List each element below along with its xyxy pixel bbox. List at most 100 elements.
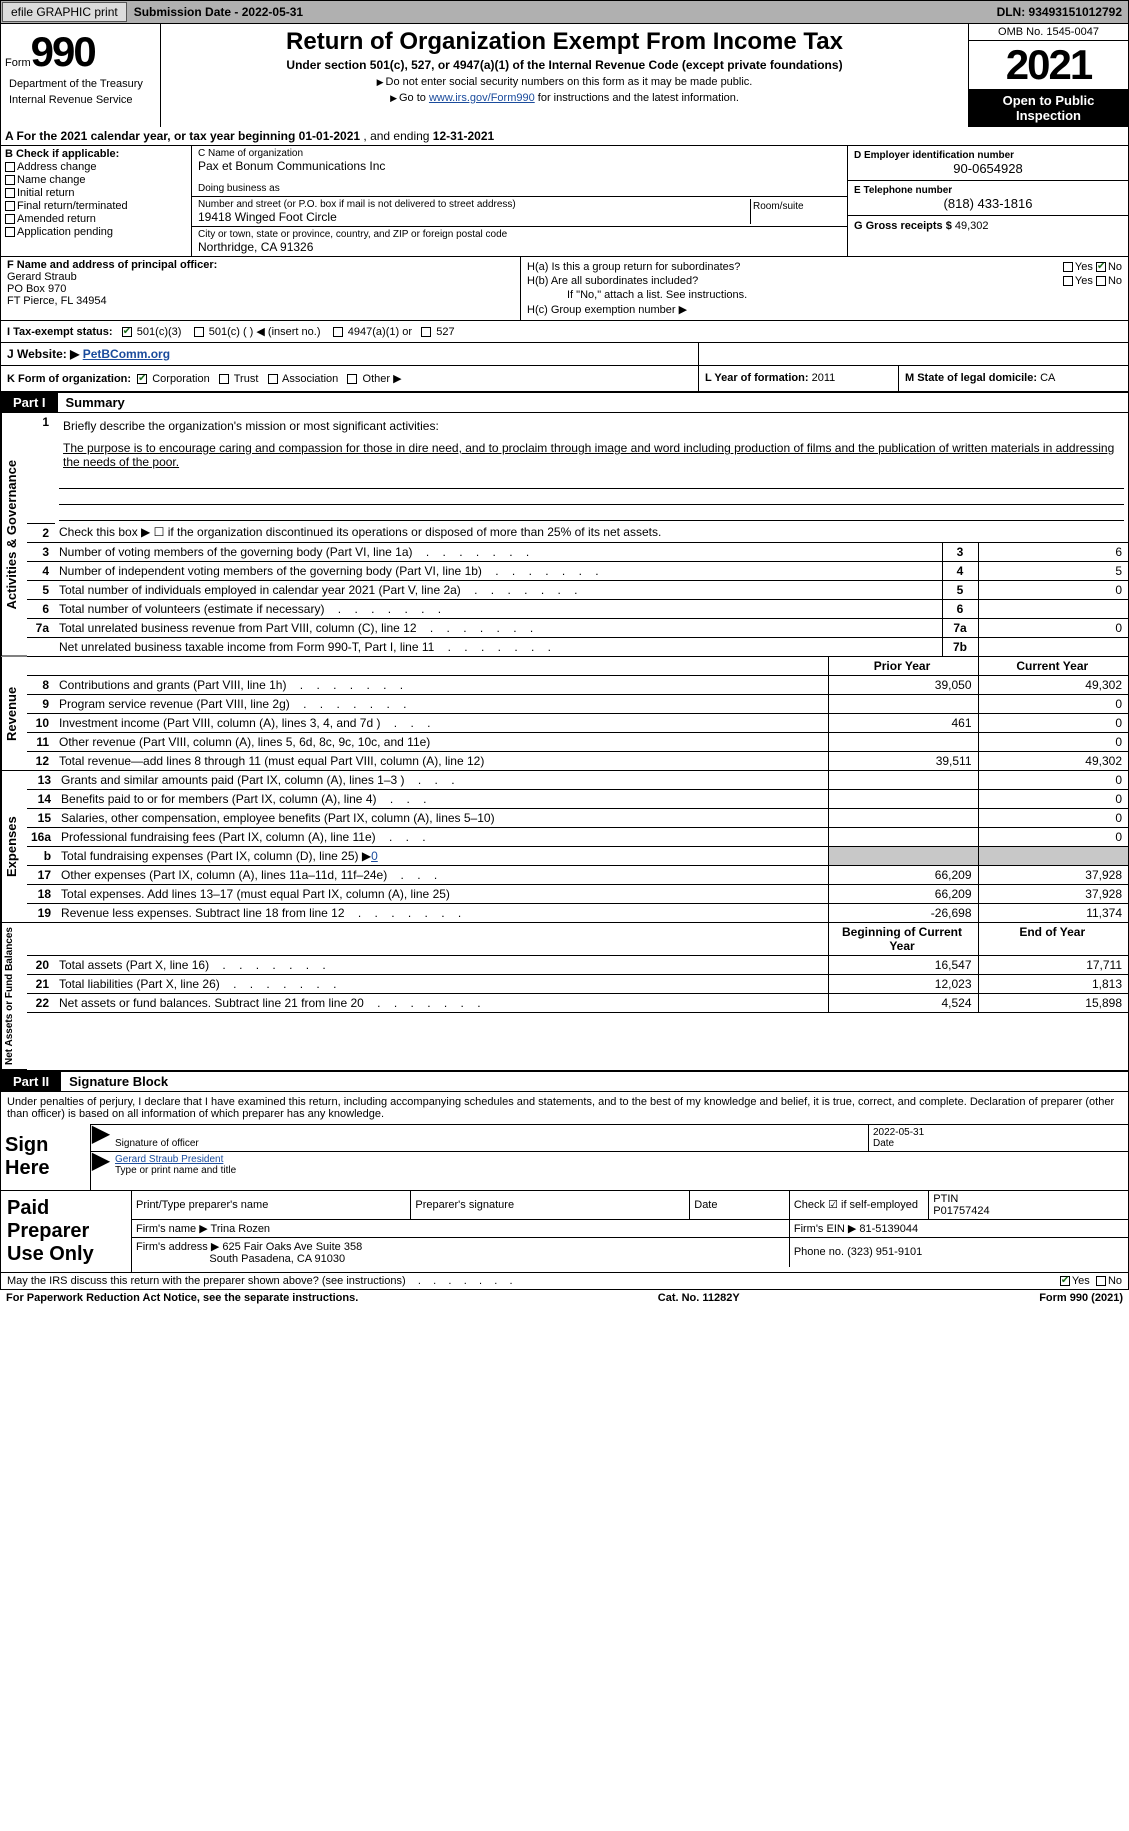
check-501c3[interactable] <box>122 327 132 337</box>
check-trust[interactable] <box>219 374 229 384</box>
ptin-value: P01757424 <box>933 1205 989 1217</box>
tax-exempt-status: I Tax-exempt status: 501(c)(3) 501(c) ( … <box>0 321 1129 343</box>
firm-addr-label: Firm's address ▶ <box>136 1241 219 1253</box>
check-501c[interactable] <box>194 327 204 337</box>
dept-treasury: Department of the Treasury <box>5 76 156 92</box>
row-a-tax-year: A For the 2021 calendar year, or tax yea… <box>0 127 1129 146</box>
c10: 0 <box>978 713 1128 732</box>
officer-name-label: Type or print name and title <box>115 1165 236 1176</box>
check-other[interactable] <box>347 374 357 384</box>
prep-name-label: Print/Type preparer's name <box>136 1199 268 1211</box>
sign-arrow-icon: ▶ <box>91 1152 111 1178</box>
hb-note: If "No," attach a list. See instructions… <box>527 289 1122 301</box>
line-11: Other revenue (Part VIII, column (A), li… <box>55 732 828 751</box>
open-inspection: Open to Public Inspection <box>969 89 1128 127</box>
irs-label: Internal Revenue Service <box>5 92 156 108</box>
p8: 39,050 <box>828 675 978 694</box>
state-domicile: CA <box>1040 372 1055 384</box>
line-12: Total revenue—add lines 8 through 11 (mu… <box>55 751 828 770</box>
c11: 0 <box>978 732 1128 751</box>
irs-link[interactable]: www.irs.gov/Form990 <box>429 92 535 104</box>
check-amended[interactable] <box>5 214 15 224</box>
line-22: Net assets or fund balances. Subtract li… <box>55 993 828 1012</box>
pra-notice: For Paperwork Reduction Act Notice, see … <box>6 1292 358 1304</box>
c22: 15,898 <box>978 993 1128 1012</box>
form-subtitle: Under section 501(c), 527, or 4947(a)(1)… <box>169 58 960 72</box>
prep-date-label: Date <box>694 1199 717 1211</box>
line-16b: Total fundraising expenses (Part IX, col… <box>57 846 828 865</box>
efile-print-button[interactable]: efile GRAPHIC print <box>2 2 127 22</box>
val-7a: 0 <box>978 618 1128 637</box>
p19: -26,698 <box>828 903 978 922</box>
p11 <box>828 732 978 751</box>
line-7b: Net unrelated business taxable income fr… <box>55 637 942 656</box>
firm-phone: (323) 951-9101 <box>847 1246 922 1258</box>
ein-label: D Employer identification number <box>854 150 1122 161</box>
check-4947[interactable] <box>333 327 343 337</box>
p22: 4,524 <box>828 993 978 1012</box>
current-year-hdr: Current Year <box>978 657 1128 676</box>
check-name-change[interactable] <box>5 175 15 185</box>
check-app-pending[interactable] <box>5 227 15 237</box>
val-3: 6 <box>978 542 1128 561</box>
vlabel-netassets: Net Assets or Fund Balances <box>1 923 27 1070</box>
paid-preparer-label: Paid Preparer Use Only <box>1 1191 131 1272</box>
discuss-no[interactable] <box>1096 1276 1106 1286</box>
street-address: 19418 Winged Foot Circle <box>198 210 750 224</box>
firm-ein-label: Firm's EIN ▶ <box>794 1223 857 1235</box>
check-initial-return[interactable] <box>5 188 15 198</box>
mission-text: The purpose is to encourage caring and c… <box>59 437 1124 473</box>
self-employed-check: Check ☑ if self-employed <box>794 1199 918 1211</box>
gross-label: G Gross receipts $ <box>854 220 952 232</box>
sig-officer-label: Signature of officer <box>115 1138 199 1149</box>
check-corp[interactable] <box>137 374 147 384</box>
check-final-return[interactable] <box>5 201 15 211</box>
submission-date: Submission Date - 2022-05-31 <box>128 3 309 21</box>
col-b-checkboxes: B Check if applicable: Address change Na… <box>1 146 191 256</box>
officer-name-link[interactable]: Gerard Straub President <box>115 1154 223 1165</box>
hb-yes[interactable] <box>1063 276 1073 286</box>
line-19: Revenue less expenses. Subtract line 18 … <box>57 903 828 922</box>
discuss-label: May the IRS discuss this return with the… <box>7 1275 513 1287</box>
col-c-org-info: C Name of organization Pax et Bonum Comm… <box>191 146 848 256</box>
room-suite-label: Room/suite <box>751 199 841 224</box>
p18: 66,209 <box>828 884 978 903</box>
year-formation: 2011 <box>812 372 836 384</box>
vlabel-expenses: Expenses <box>1 771 27 923</box>
form-header: Form990 Department of the Treasury Inter… <box>0 24 1129 127</box>
ha-yes[interactable] <box>1063 262 1073 272</box>
c8: 49,302 <box>978 675 1128 694</box>
line-21: Total liabilities (Part X, line 26) <box>55 974 828 993</box>
p10: 461 <box>828 713 978 732</box>
form-number: 990 <box>31 28 95 75</box>
cat-no: Cat. No. 11282Y <box>658 1292 740 1304</box>
ha-no[interactable] <box>1096 262 1106 272</box>
line-13: Grants and similar amounts paid (Part IX… <box>57 771 828 790</box>
fundraising-link[interactable]: 0 <box>371 849 378 863</box>
firm-phone-label: Phone no. <box>794 1246 844 1258</box>
line-4: Number of independent voting members of … <box>55 561 942 580</box>
p21: 12,023 <box>828 974 978 993</box>
val-5: 0 <box>978 580 1128 599</box>
c17: 37,928 <box>978 865 1128 884</box>
p16a <box>828 827 978 846</box>
part2-header: Part IISignature Block <box>0 1071 1129 1092</box>
mission-question: Briefly describe the organization's miss… <box>59 415 1124 437</box>
tax-year: 2021 <box>969 41 1128 89</box>
check-address-change[interactable] <box>5 162 15 172</box>
p14 <box>828 789 978 808</box>
sig-date-label: Date <box>873 1138 894 1149</box>
org-name: Pax et Bonum Communications Inc <box>198 159 841 173</box>
c21: 1,813 <box>978 974 1128 993</box>
c13: 0 <box>978 771 1128 790</box>
line-9: Program service revenue (Part VIII, line… <box>55 694 828 713</box>
website-link[interactable]: PetBComm.org <box>83 347 170 361</box>
c18: 37,928 <box>978 884 1128 903</box>
hb-no[interactable] <box>1096 276 1106 286</box>
vlabel-activities: Activities & Governance <box>1 413 27 657</box>
discuss-yes[interactable] <box>1060 1276 1070 1286</box>
form-footer: Form 990 (2021) <box>1039 1292 1123 1304</box>
check-assoc[interactable] <box>268 374 278 384</box>
firm-name-label: Firm's name ▶ <box>136 1223 208 1235</box>
check-527[interactable] <box>421 327 431 337</box>
